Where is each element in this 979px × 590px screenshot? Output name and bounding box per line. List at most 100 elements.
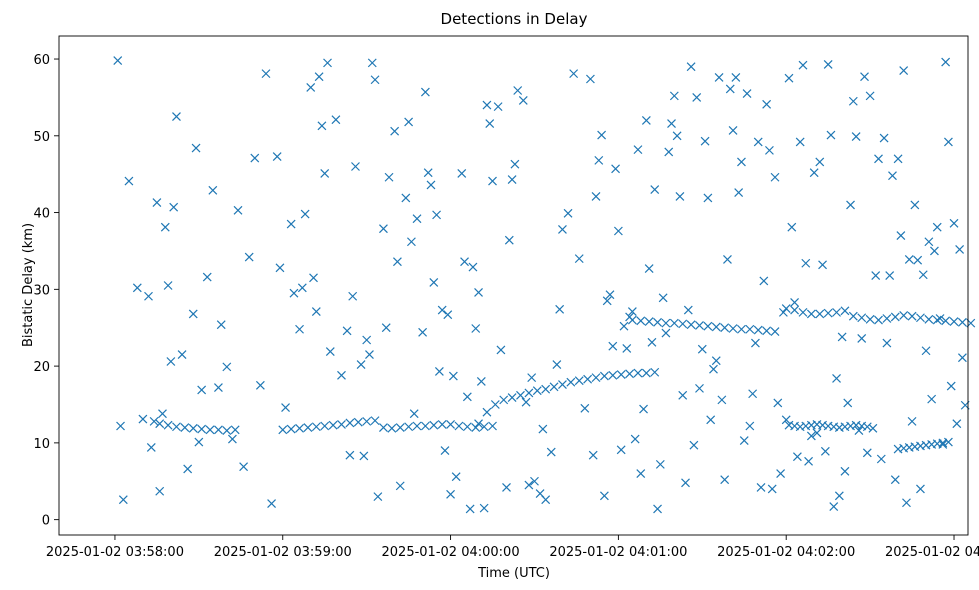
detection-marker [681, 478, 690, 488]
detection-marker [205, 425, 215, 435]
detection-marker [669, 318, 679, 328]
chart-title: Detections in Delay [441, 10, 588, 28]
detection-marker [776, 469, 786, 479]
detection-marker [488, 421, 497, 431]
detection-marker [116, 421, 125, 431]
detection-marker [935, 314, 945, 323]
detection-marker [490, 400, 500, 409]
detection-marker [471, 423, 481, 432]
detection-marker [325, 347, 335, 356]
detection-marker [585, 74, 595, 84]
detection-marker [868, 423, 878, 433]
detection-marker [815, 309, 825, 319]
detection-marker [524, 480, 534, 490]
detection-marker [759, 276, 769, 286]
detection-marker [309, 273, 318, 283]
detection-marker [574, 376, 584, 386]
detection-marker [871, 271, 881, 280]
detection-marker [474, 419, 483, 429]
detection-marker [345, 450, 355, 460]
detection-marker [862, 422, 872, 432]
detection-marker [916, 484, 925, 494]
detection-marker [188, 309, 198, 319]
detection-marker [591, 192, 601, 201]
detection-marker [216, 320, 226, 330]
detection-marker [311, 422, 321, 432]
detection-marker [798, 60, 808, 70]
detection-marker [233, 205, 243, 215]
detection-marker [239, 462, 249, 472]
detection-marker [806, 431, 816, 441]
detection-marker [457, 168, 467, 178]
detection-marker [160, 222, 170, 232]
y-tick-label: 0 [42, 514, 50, 529]
detection-marker [507, 393, 517, 403]
detection-marker [149, 416, 159, 426]
detection-marker [412, 214, 422, 224]
detection-marker [748, 389, 758, 399]
detection-marker [496, 345, 506, 355]
detection-marker [460, 257, 469, 267]
detection-marker [197, 424, 207, 434]
detection-marker [784, 73, 794, 83]
detection-marker [932, 222, 942, 232]
detection-marker [295, 324, 304, 334]
detection-marker [594, 155, 604, 165]
y-tick-label: 40 [33, 207, 50, 222]
detection-marker [597, 130, 607, 140]
detection-marker [420, 87, 430, 97]
detection-marker [138, 414, 148, 424]
detection-marker [832, 373, 841, 383]
detection-marker [613, 226, 623, 236]
detection-marker [426, 180, 436, 190]
detection-marker [583, 374, 593, 384]
detection-marker [412, 421, 422, 431]
detection-marker [124, 176, 134, 186]
detection-marker [493, 102, 503, 112]
detection-marker [616, 370, 626, 379]
detection-marker [904, 254, 914, 264]
detection-marker [255, 380, 265, 390]
detection-marker [815, 157, 825, 167]
detection-marker [197, 385, 207, 395]
detection-marker [516, 390, 525, 400]
detection-marker [395, 481, 405, 491]
detection-marker [854, 426, 864, 436]
detection-marker [798, 307, 808, 317]
detection-marker [611, 164, 621, 174]
detection-marker [941, 57, 951, 67]
detection-marker [630, 434, 640, 444]
detection-marker [588, 450, 598, 460]
detection-marker [865, 91, 875, 101]
detection-marker [921, 346, 931, 356]
detection-marker [913, 255, 923, 265]
detection-marker [362, 335, 372, 345]
detection-marker [580, 403, 590, 413]
detection-marker [938, 439, 948, 449]
detection-marker [454, 421, 464, 431]
detection-marker [227, 434, 237, 444]
detection-marker [860, 72, 869, 82]
detection-marker [432, 210, 442, 220]
detection-marker [851, 132, 861, 141]
detection-marker [882, 338, 892, 348]
detection-marker [723, 254, 732, 264]
detection-marker [737, 157, 746, 167]
detection-marker [714, 73, 724, 82]
detection-marker [823, 308, 833, 318]
x-tick-label: 2025-01-02 04:02:00 [717, 545, 855, 560]
detection-marker [658, 293, 668, 303]
detection-marker [636, 316, 646, 326]
detection-marker [300, 209, 310, 219]
detection-marker [843, 398, 853, 408]
detection-marker [879, 133, 889, 143]
detection-marker [569, 69, 579, 79]
detection-marker [731, 73, 741, 82]
detection-marker [737, 324, 746, 334]
detection-marker [650, 185, 660, 194]
detection-marker [728, 126, 738, 135]
detection-marker [882, 314, 892, 323]
detection-marker [429, 278, 439, 287]
detection-marker [655, 459, 665, 469]
detection-marker [429, 420, 439, 430]
